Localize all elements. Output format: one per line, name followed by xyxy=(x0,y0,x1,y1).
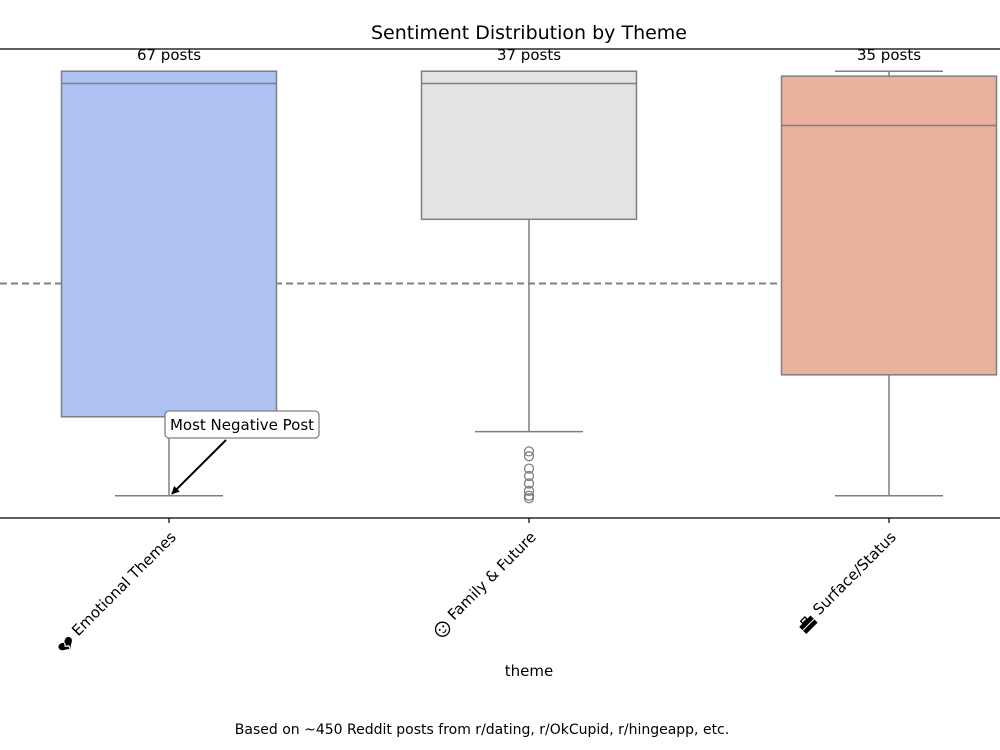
count-label: 35 posts xyxy=(857,46,921,64)
category-label: Surface/Status xyxy=(809,528,900,619)
outlier-point xyxy=(523,485,535,496)
x-tick-label: Emotional Themes xyxy=(58,528,180,651)
chart-title: Sentiment Distribution by Theme xyxy=(371,22,687,44)
x-axis-label: theme xyxy=(505,662,553,680)
outlier-point xyxy=(523,493,535,504)
box-group xyxy=(780,70,998,497)
annotation-arrow xyxy=(171,439,227,495)
outlier-point xyxy=(523,446,535,457)
box-group xyxy=(60,70,278,497)
category-label: Emotional Themes xyxy=(68,528,180,640)
annotation-text: Most Negative Post xyxy=(170,416,314,434)
box-group xyxy=(420,70,638,504)
outlier-point xyxy=(523,463,535,474)
count-label: 37 posts xyxy=(497,46,561,64)
annotation-box xyxy=(164,410,320,439)
outlier-point xyxy=(523,451,535,462)
count-label: 67 posts xyxy=(137,46,201,64)
baby-face-icon xyxy=(434,621,451,637)
broken-heart-icon xyxy=(58,636,72,651)
category-label: Family & Future xyxy=(444,528,540,624)
briefcase-icon xyxy=(799,615,818,634)
box-iqr xyxy=(60,70,278,418)
x-tick-label: Surface/Status xyxy=(799,528,900,634)
box-layer xyxy=(60,70,998,504)
outlier-point xyxy=(523,478,535,489)
box-iqr xyxy=(780,75,998,376)
annotation: Most Negative Post xyxy=(164,410,320,495)
footer-note: Based on ~450 Reddit posts from r/dating… xyxy=(235,722,729,738)
x-tick-label: Family & Future xyxy=(434,528,540,637)
box-iqr xyxy=(420,70,638,221)
outlier-point xyxy=(523,470,535,482)
